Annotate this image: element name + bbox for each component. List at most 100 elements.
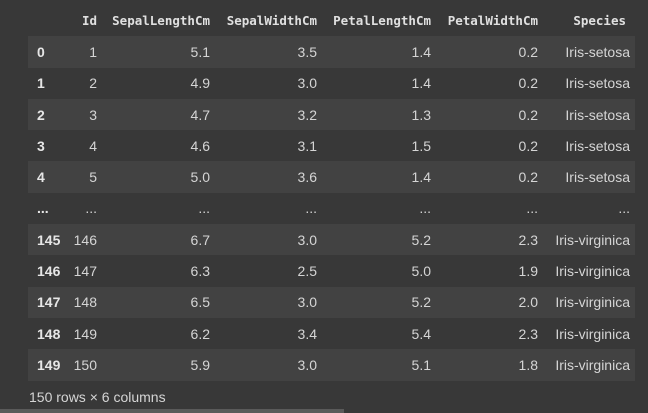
table-row: 149 150 5.9 3.0 5.1 1.8 Iris-virginica [28, 349, 635, 381]
cell-petal-width: 2.0 [518, 294, 538, 311]
cell-id: 146 [73, 231, 97, 248]
cell-species: Iris-setosa [565, 169, 630, 186]
cell-id: 150 [73, 356, 97, 373]
index-header [28, 5, 66, 36]
row-index: 0 [37, 43, 45, 60]
table-row: 147 148 6.5 3.0 5.2 2.0 Iris-virginica [28, 286, 635, 318]
cell-sepal-width: 3.0 [297, 75, 317, 92]
cell-species: ... [618, 200, 630, 217]
cell-species: Iris-virginica [555, 294, 630, 311]
cell-sepal-length: 6.2 [190, 325, 210, 342]
cell-petal-length: ... [419, 200, 431, 217]
table-row: 1 2 4.9 3.0 1.4 0.2 Iris-setosa [28, 67, 635, 99]
cell-id: 148 [73, 294, 97, 311]
cell-species: Iris-setosa [565, 43, 630, 60]
cell-sepal-length: 5.0 [190, 169, 210, 186]
cell-sepal-length: 5.9 [190, 356, 210, 373]
cell-id: 3 [89, 106, 97, 123]
row-index: 147 [37, 294, 61, 311]
cell-petal-length: 5.2 [411, 231, 431, 248]
header-row: Id SepalLengthCm SepalWidthCm PetalLengt… [28, 5, 635, 36]
cell-petal-length: 1.4 [411, 43, 431, 60]
table-row: 4 5 5.0 3.6 1.4 0.2 Iris-setosa [28, 161, 635, 193]
cell-sepal-length: 6.3 [190, 263, 210, 280]
cell-petal-width: 0.2 [518, 169, 538, 186]
column-header-petal-length: PetalLengthCm [333, 13, 431, 29]
cell-sepal-width: 2.5 [297, 263, 317, 280]
cell-id: 2 [89, 75, 97, 92]
row-index: 145 [37, 231, 61, 248]
cell-species: Iris-virginica [555, 325, 630, 342]
table-body: 0 1 5.1 3.5 1.4 0.2 Iris-setosa 1 2 4.9 3.0 1.4 0.2 I… [28, 36, 635, 381]
column-header-species: Species [573, 13, 626, 29]
cell-petal-length: 1.3 [411, 106, 431, 123]
table-row: 2 3 4.7 3.2 1.3 0.2 Iris-setosa [28, 98, 635, 131]
table-row: 146 147 6.3 2.5 5.0 1.9 Iris-virginica [28, 255, 635, 287]
cell-sepal-length: 6.5 [190, 294, 210, 311]
cell-sepal-width: 3.0 [297, 231, 317, 248]
row-index: ... [37, 200, 49, 217]
cell-id: ... [85, 200, 97, 217]
cell-sepal-length: 5.1 [190, 43, 210, 60]
cell-petal-width: 0.2 [518, 137, 538, 154]
cell-sepal-width: 3.1 [297, 137, 317, 154]
cell-species: Iris-virginica [555, 231, 630, 248]
cell-petal-length: 5.2 [411, 294, 431, 311]
row-index: 149 [37, 356, 61, 373]
row-index: 148 [37, 325, 61, 342]
row-index: 2 [37, 106, 45, 123]
horizontal-scrollbar[interactable] [0, 409, 344, 413]
cell-species: Iris-virginica [555, 356, 630, 373]
cell-sepal-length: 4.9 [190, 75, 210, 92]
cell-petal-length: 1.4 [411, 169, 431, 186]
cell-species: Iris-virginica [555, 263, 630, 280]
cell-sepal-length: 4.6 [190, 137, 210, 154]
cell-petal-length: 1.4 [411, 75, 431, 92]
cell-petal-width: 0.2 [518, 75, 538, 92]
cell-sepal-length: 4.7 [190, 106, 210, 123]
cell-species: Iris-setosa [565, 106, 630, 123]
cell-id: 147 [73, 263, 97, 280]
cell-sepal-width: 3.0 [297, 294, 317, 311]
table-row: 148 149 6.2 3.4 5.4 2.3 Iris-virginica [28, 317, 635, 350]
row-index: 4 [37, 169, 45, 186]
shape-summary: 150 rows × 6 columns [29, 389, 166, 405]
table-row: 0 1 5.1 3.5 1.4 0.2 Iris-setosa [28, 36, 635, 68]
column-header-sepal-width: SepalWidthCm [226, 13, 317, 29]
table-row: 145 146 6.7 3.0 5.2 2.3 Iris-virginica [28, 224, 635, 256]
cell-petal-width: 2.3 [518, 325, 538, 342]
column-header-petal-width: PetalWidthCm [447, 13, 538, 29]
table-row: ..................... [28, 192, 635, 225]
cell-sepal-length: 6.7 [190, 231, 210, 248]
cell-species: Iris-setosa [565, 137, 630, 154]
cell-id: 5 [89, 169, 97, 186]
cell-sepal-width: 3.4 [297, 325, 317, 342]
cell-petal-length: 5.0 [411, 263, 431, 280]
cell-petal-length: 5.1 [411, 356, 431, 373]
cell-petal-width: ... [526, 200, 538, 217]
column-header-sepal-length: SepalLengthCm [112, 13, 210, 29]
row-index: 146 [37, 263, 61, 280]
cell-petal-width: 0.2 [518, 106, 538, 123]
cell-sepal-width: ... [305, 200, 317, 217]
row-index: 1 [37, 75, 45, 92]
cell-petal-length: 5.4 [411, 325, 431, 342]
cell-sepal-width: 3.6 [297, 169, 317, 186]
table-row: 3 4 4.6 3.1 1.5 0.2 Iris-setosa [28, 130, 635, 162]
cell-sepal-length: ... [198, 200, 210, 217]
cell-petal-width: 2.3 [518, 231, 538, 248]
cell-petal-width: 0.2 [518, 43, 538, 60]
cell-id: 4 [89, 137, 97, 154]
cell-petal-length: 1.5 [411, 137, 431, 154]
cell-id: 1 [89, 43, 97, 60]
cell-sepal-width: 3.2 [297, 106, 317, 123]
cell-sepal-width: 3.5 [297, 43, 317, 60]
cell-petal-width: 1.8 [518, 356, 538, 373]
cell-sepal-width: 3.0 [297, 356, 317, 373]
dataframe-table: Id SepalLengthCm SepalWidthCm PetalLengt… [28, 5, 635, 381]
row-index: 3 [37, 137, 45, 154]
cell-id: 149 [73, 325, 97, 342]
column-header-id: Id [81, 13, 97, 29]
cell-species: Iris-setosa [565, 75, 630, 92]
